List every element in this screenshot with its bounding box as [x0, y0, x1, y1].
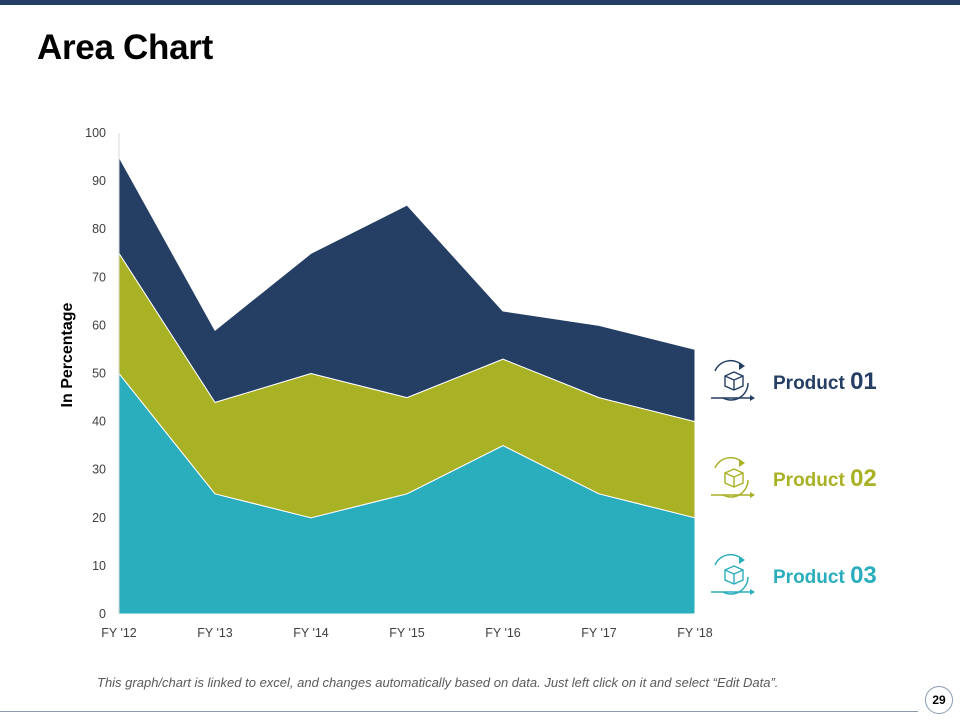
y-tick-label: 80 — [92, 222, 106, 236]
y-tick-label: 30 — [92, 463, 106, 477]
x-tick-label: FY '18 — [677, 626, 713, 640]
legend-word: Product — [773, 373, 845, 394]
box-cycle-icon — [711, 359, 755, 401]
x-tick-label: FY '15 — [389, 626, 425, 640]
y-tick-label: 60 — [92, 318, 106, 332]
x-tick-label: FY '13 — [197, 626, 233, 640]
x-tick-label: FY '17 — [581, 626, 617, 640]
y-tick-label: 50 — [92, 367, 106, 381]
legend-label: Product 01 — [773, 368, 877, 396]
top-accent-bar — [0, 0, 960, 5]
y-tick-label: 70 — [92, 270, 106, 284]
bottom-divider — [0, 711, 918, 712]
page-title: Area Chart — [37, 28, 213, 67]
legend-item-product-01[interactable]: Product 01 — [705, 356, 955, 416]
x-tick-label: FY '14 — [293, 626, 329, 640]
legend-word: Product — [773, 470, 845, 491]
y-axis-label: In Percentage — [59, 302, 76, 407]
x-tick-label: FY '12 — [101, 626, 137, 640]
legend-word: Product — [773, 567, 845, 588]
legend-number: 03 — [850, 562, 877, 589]
legend-label: Product 02 — [773, 465, 877, 493]
footnote: This graph/chart is linked to excel, and… — [97, 675, 779, 690]
y-axis-ticks: 0 10 20 30 40 50 60 70 80 90 100 — [85, 126, 106, 621]
legend-label: Product 03 — [773, 562, 877, 590]
y-tick-label: 20 — [92, 511, 106, 525]
box-cycle-icon — [711, 553, 755, 595]
x-tick-label: FY '16 — [485, 626, 521, 640]
legend-item-product-02[interactable]: Product 02 — [705, 453, 955, 513]
chart-areas — [118, 156, 696, 615]
y-tick-label: 40 — [92, 415, 106, 429]
y-tick-label: 90 — [92, 174, 106, 188]
x-axis-ticks: FY '12 FY '13 FY '14 FY '15 FY '16 FY '17 FY '… — [101, 626, 713, 640]
y-tick-label: 100 — [85, 126, 106, 140]
area-series-product-01[interactable] — [118, 156, 696, 423]
y-tick-label: 10 — [92, 559, 106, 573]
box-cycle-icon — [711, 456, 755, 498]
y-tick-label: 0 — [99, 607, 106, 621]
legend-number: 01 — [850, 368, 877, 395]
page-number-badge: 29 — [925, 686, 953, 714]
legend-item-product-03[interactable]: Product 03 — [705, 550, 955, 610]
legend-number: 02 — [850, 465, 877, 492]
